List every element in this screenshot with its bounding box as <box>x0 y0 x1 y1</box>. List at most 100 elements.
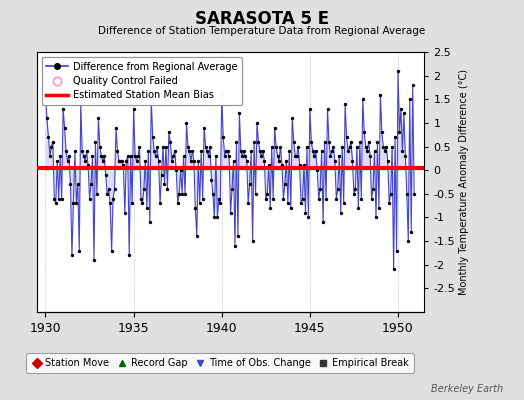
Point <box>112 124 120 131</box>
Point <box>380 148 389 154</box>
Point <box>231 243 239 249</box>
Point <box>250 139 258 145</box>
Point <box>357 195 365 202</box>
Point <box>75 247 83 254</box>
Point <box>372 214 380 221</box>
Point <box>191 205 200 211</box>
Point <box>56 153 64 159</box>
Point <box>213 214 222 221</box>
Point <box>89 153 97 159</box>
Point <box>304 214 313 221</box>
Point <box>113 148 122 154</box>
Point <box>85 195 94 202</box>
Point <box>232 139 241 145</box>
Point <box>188 148 196 154</box>
Point <box>47 143 56 150</box>
Point <box>177 167 185 173</box>
Point <box>332 195 341 202</box>
Point <box>44 134 52 140</box>
Point <box>94 115 103 121</box>
Point <box>200 124 209 131</box>
Legend: Difference from Regional Average, Quality Control Failed, Estimated Station Mean: Difference from Regional Average, Qualit… <box>41 57 242 105</box>
Point <box>278 162 286 169</box>
Point <box>269 195 277 202</box>
Point <box>53 158 61 164</box>
Point <box>203 148 211 154</box>
Point <box>210 214 219 221</box>
Point <box>340 200 348 206</box>
Point <box>398 148 407 154</box>
Text: Berkeley Earth: Berkeley Earth <box>431 384 503 394</box>
Point <box>307 139 315 145</box>
Point <box>126 153 135 159</box>
Point <box>116 158 125 164</box>
Point <box>115 158 123 164</box>
Point <box>263 191 271 197</box>
Point <box>283 200 292 206</box>
Point <box>221 153 229 159</box>
Point <box>239 148 248 154</box>
Point <box>59 106 67 112</box>
Point <box>81 158 90 164</box>
Point <box>394 68 402 74</box>
Point <box>276 143 285 150</box>
Point <box>362 143 370 150</box>
Point <box>165 129 173 136</box>
Point <box>144 148 152 154</box>
Point <box>43 115 51 121</box>
Point <box>72 200 81 206</box>
Point <box>272 143 280 150</box>
Point <box>90 257 98 263</box>
Point <box>391 134 399 140</box>
Point <box>195 200 204 206</box>
Point <box>401 153 410 159</box>
Point <box>342 134 351 140</box>
Point <box>148 134 157 140</box>
Point <box>104 186 113 192</box>
Point <box>237 148 245 154</box>
Point <box>341 101 350 107</box>
Point <box>348 158 357 164</box>
Point <box>382 143 390 150</box>
Point <box>409 82 417 88</box>
Point <box>209 191 217 197</box>
Point <box>168 158 176 164</box>
Point <box>287 205 295 211</box>
Point <box>121 210 129 216</box>
Point <box>360 129 368 136</box>
Point <box>125 252 134 258</box>
Point <box>406 96 414 102</box>
Point <box>128 200 136 206</box>
Point <box>111 186 119 192</box>
Point <box>194 158 202 164</box>
Point <box>376 91 385 98</box>
Point <box>143 205 151 211</box>
Point <box>206 143 214 150</box>
Point <box>184 143 192 150</box>
Point <box>185 148 194 154</box>
Point <box>388 143 396 150</box>
Point <box>301 210 310 216</box>
Point <box>385 200 394 206</box>
Point <box>402 191 411 197</box>
Point <box>181 191 189 197</box>
Point <box>291 153 299 159</box>
Point <box>170 148 179 154</box>
Point <box>243 158 251 164</box>
Point <box>379 143 388 150</box>
Point <box>71 148 79 154</box>
Point <box>259 148 267 154</box>
Point <box>297 200 305 206</box>
Point <box>260 158 268 164</box>
Point <box>344 148 352 154</box>
Point <box>63 158 72 164</box>
Point <box>82 148 91 154</box>
Point <box>404 238 412 244</box>
Point <box>162 143 170 150</box>
Point <box>87 181 95 188</box>
Point <box>51 200 60 206</box>
Point <box>138 200 147 206</box>
Point <box>68 252 76 258</box>
Point <box>49 139 57 145</box>
Point <box>363 148 372 154</box>
